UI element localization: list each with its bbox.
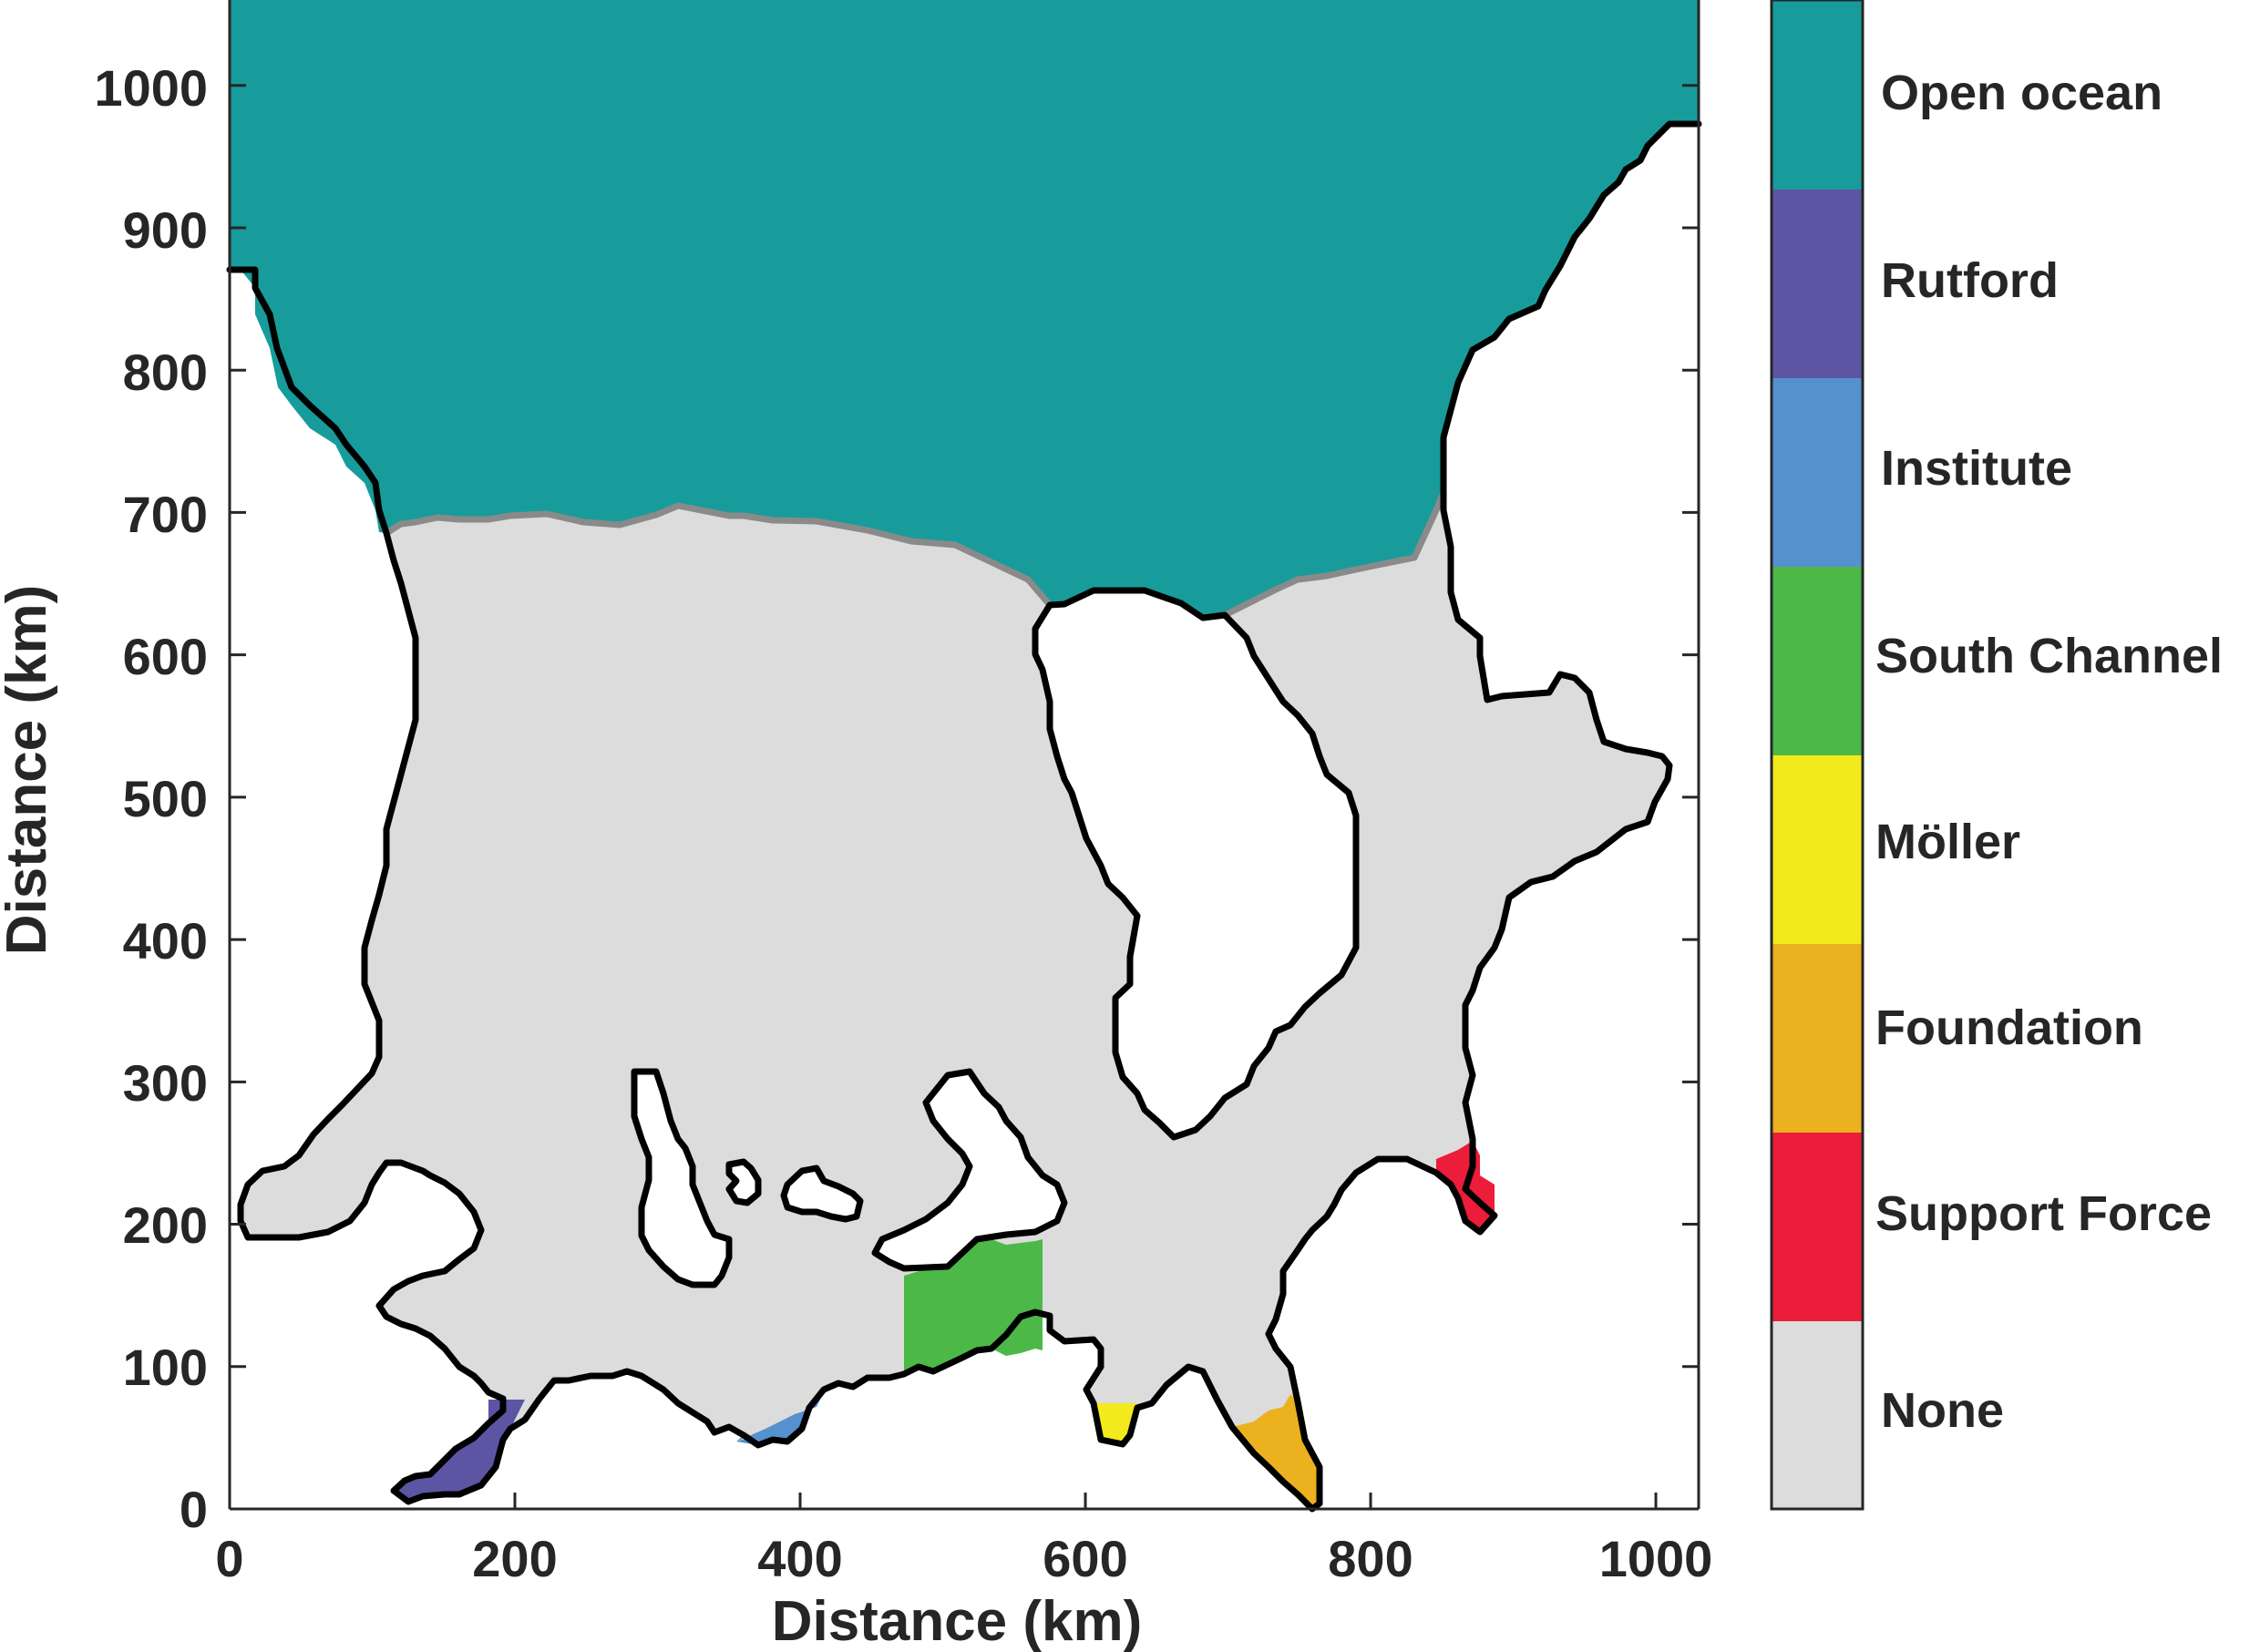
berkner-island-outline xyxy=(1032,587,1360,1141)
legend-swatch-none xyxy=(1772,1321,1863,1509)
x-axis-title: Distance (km) xyxy=(772,1590,1143,1652)
legend-swatch-moller xyxy=(1772,755,1863,944)
y-tick-labels: 0 100 200 300 400 500 600 700 800 900 10… xyxy=(94,59,208,1538)
south-channel-region xyxy=(904,1239,1043,1374)
legend-label-rutford: Rutford xyxy=(1881,253,2059,308)
east-coastline xyxy=(1265,120,1702,1507)
open-ocean-region xyxy=(230,0,1699,618)
institute-region xyxy=(736,1392,824,1445)
legend-frame xyxy=(1770,0,1864,1511)
ice-front-line xyxy=(385,490,1447,621)
legend-swatch-foundation xyxy=(1772,944,1863,1133)
legend-label-foundation: Foundation xyxy=(1875,1000,2143,1055)
small-island-a-outline xyxy=(725,1158,762,1206)
x-tick-label: 600 xyxy=(1043,1530,1127,1587)
x-tick-label: 0 xyxy=(215,1530,243,1587)
moller-region xyxy=(1094,1403,1137,1444)
y-tick-label: 700 xyxy=(123,486,208,543)
legend-label-open-ocean: Open ocean xyxy=(1881,66,2162,120)
legend-swatch-support-force xyxy=(1772,1133,1863,1321)
korff-ice-rise-outline xyxy=(631,1068,733,1288)
x-tick-label: 800 xyxy=(1328,1530,1412,1587)
y-tick-label: 200 xyxy=(123,1196,208,1254)
axis-ticks xyxy=(228,84,1699,1511)
legend-swatch-rutford xyxy=(1772,190,1863,378)
legend-label-none: None xyxy=(1881,1383,2004,1438)
foundation-region xyxy=(1232,1394,1320,1509)
west-coastline xyxy=(226,266,1323,1513)
small-island-b-outline xyxy=(780,1165,864,1223)
y-tick-label: 300 xyxy=(123,1054,208,1112)
y-tick-label: 500 xyxy=(123,770,208,827)
y-tick-label: 100 xyxy=(123,1339,208,1396)
y-axis-title: Distance (km) xyxy=(0,585,58,956)
x-tick-label: 200 xyxy=(472,1530,557,1587)
y-tick-label: 1000 xyxy=(94,59,208,117)
legend-label-institute: Institute xyxy=(1881,441,2072,496)
korff-ice-rise xyxy=(634,1072,729,1285)
legend-label-south-channel: South Channel xyxy=(1875,629,2223,683)
small-island-b xyxy=(784,1168,860,1219)
y-tick-label: 800 xyxy=(123,344,208,401)
legend-swatch-open-ocean xyxy=(1772,0,1863,190)
legend-label-moller: Möller xyxy=(1875,815,2020,869)
y-tick-label: 900 xyxy=(123,201,208,259)
legend-swatch-institute xyxy=(1772,378,1863,567)
y-tick-label: 600 xyxy=(123,628,208,685)
legend-label-support-force: Support Force xyxy=(1875,1186,2212,1241)
legend: Open ocean Rutford Institute South Chann… xyxy=(1770,0,2223,1511)
x-tick-label: 1000 xyxy=(1599,1530,1713,1587)
x-tick-labels: 0 200 400 600 800 1000 xyxy=(215,1530,1712,1587)
axes xyxy=(228,0,1700,1511)
y-tick-label: 0 xyxy=(180,1481,208,1538)
henry-ice-rise-outline xyxy=(871,1068,1068,1272)
y-tick-label: 400 xyxy=(123,912,208,970)
legend-swatch-south-channel xyxy=(1772,567,1863,755)
x-tick-label: 400 xyxy=(757,1530,842,1587)
